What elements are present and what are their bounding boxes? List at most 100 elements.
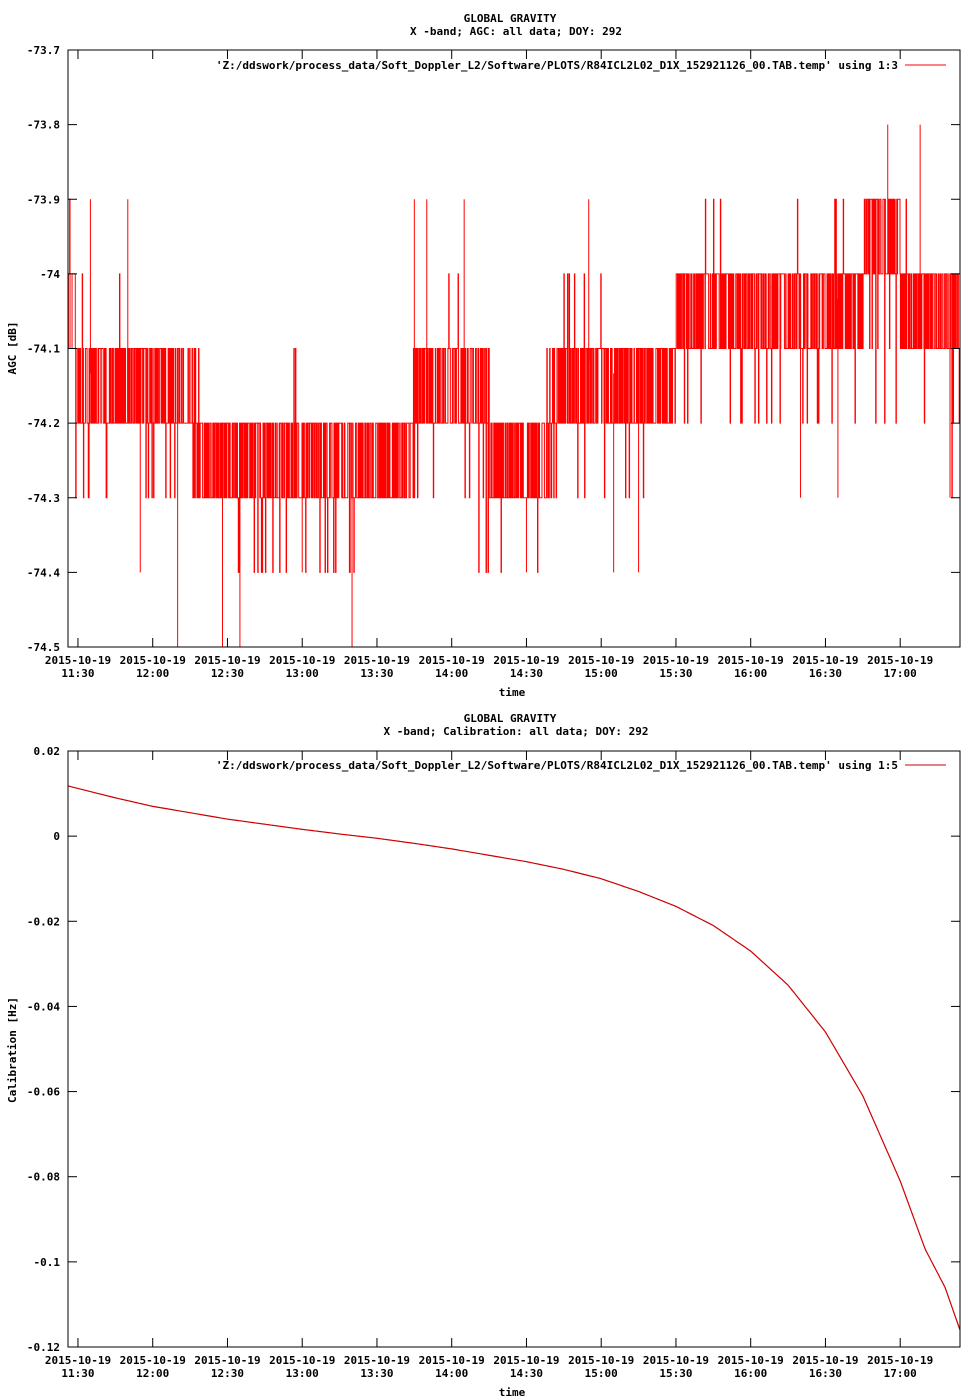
agc-x-tick-time: 14:30 — [510, 667, 543, 680]
agc-x-tick-date: 2015-10-19 — [568, 654, 634, 667]
agc-y-tick: -73.8 — [27, 119, 960, 132]
agc-x-tick-time: 14:00 — [435, 667, 468, 680]
agc-y-tick-label: -74 — [40, 268, 60, 281]
calibration-x-tick-time: 14:30 — [510, 1367, 543, 1380]
agc-y-tick-label: -74.3 — [27, 492, 60, 505]
agc-y-tick: -73.9 — [27, 193, 960, 206]
agc-x-tick-date: 2015-10-19 — [45, 654, 111, 667]
agc-x-axis-label: time — [499, 686, 526, 699]
agc-x-tick-date: 2015-10-19 — [718, 654, 784, 667]
agc-plot-area — [67, 124, 961, 647]
agc-y-tick: -74.3 — [27, 492, 960, 505]
agc-x-tick-time: 13:30 — [360, 667, 393, 680]
calibration-x-tick-date: 2015-10-19 — [269, 1354, 335, 1367]
calibration-y-tick: 0.02 — [34, 745, 960, 758]
calibration-x-tick-time: 15:30 — [659, 1367, 692, 1380]
agc-x-tick-time: 15:00 — [585, 667, 618, 680]
calibration-x-tick-date: 2015-10-19 — [867, 1354, 933, 1367]
calibration-x-tick-time: 11:30 — [61, 1367, 94, 1380]
calibration-y-tick: -0.06 — [27, 1086, 960, 1099]
agc-x-tick-date: 2015-10-19 — [344, 654, 410, 667]
agc-y-tick-label: -74.1 — [27, 343, 60, 356]
calibration-x-tick-date: 2015-10-19 — [344, 1354, 410, 1367]
calibration-x-tick-time: 13:30 — [360, 1367, 393, 1380]
agc-x-tick-time: 13:00 — [286, 667, 319, 680]
agc-x-tick-date: 2015-10-19 — [419, 654, 485, 667]
calibration-x-tick-date: 2015-10-19 — [120, 1354, 186, 1367]
agc-y-tick-label: -74.2 — [27, 417, 60, 430]
calibration-x-tick-time: 17:00 — [884, 1367, 917, 1380]
calibration-y-tick: -0.1 — [34, 1256, 960, 1269]
calibration-y-tick-label: -0.04 — [27, 1000, 60, 1013]
agc-legend-label: 'Z:/ddswork/process_data/Soft_Doppler_L2… — [216, 59, 898, 72]
calibration-x-axis-label: time — [499, 1386, 526, 1399]
calibration-y-tick: -0.08 — [27, 1171, 960, 1184]
agc-x-tick-time: 12:30 — [211, 667, 244, 680]
calibration-x-tick-date: 2015-10-19 — [493, 1354, 559, 1367]
calibration-legend-label: 'Z:/ddswork/process_data/Soft_Doppler_L2… — [216, 759, 898, 772]
agc-x-tick-date: 2015-10-19 — [867, 654, 933, 667]
calibration-y-tick: 0 — [53, 830, 960, 843]
calibration-y-axis-label: Calibration [Hz] — [6, 997, 19, 1103]
calibration-x-tick-date: 2015-10-19 — [568, 1354, 634, 1367]
agc-x-tick-date: 2015-10-19 — [643, 654, 709, 667]
calibration-y-tick-label: -0.12 — [27, 1341, 60, 1354]
agc-y-tick: -74.5 — [27, 641, 960, 654]
calibration-chart-subtitle: X -band; Calibration: all data; DOY: 292 — [384, 725, 649, 738]
calibration-y-tick: -0.02 — [27, 915, 960, 928]
calibration-plot-frame — [67, 750, 961, 1348]
agc-x-tick-time: 12:00 — [136, 667, 169, 680]
calibration-series-line — [67, 785, 961, 1331]
calibration-x-tick-date: 2015-10-19 — [643, 1354, 709, 1367]
agc-y-tick-label: -73.9 — [27, 193, 60, 206]
agc-y-tick: -73.7 — [27, 44, 960, 57]
calibration-y-tick-label: -0.02 — [27, 915, 60, 928]
calibration-x-tick-date: 2015-10-19 — [45, 1354, 111, 1367]
calibration-x-tick-time: 16:00 — [734, 1367, 767, 1380]
calibration-x-tick-date: 2015-10-19 — [718, 1354, 784, 1367]
calibration-y-tick-label: -0.06 — [27, 1086, 60, 1099]
calibration-y-axis: 0.02 0 -0.02 -0.04 -0.06 -0.08 -0.1 -0.12 — [27, 745, 960, 1354]
calibration-y-tick: -0.04 — [27, 1000, 960, 1013]
calibration-y-tick-label: -0.1 — [34, 1256, 61, 1269]
agc-x-tick-time: 11:30 — [61, 667, 94, 680]
agc-y-tick: -74.4 — [27, 566, 960, 579]
agc-x-tick-date: 2015-10-19 — [120, 654, 186, 667]
calibration-x-tick-date: 2015-10-19 — [419, 1354, 485, 1367]
agc-x-tick-date: 2015-10-19 — [792, 654, 858, 667]
agc-y-axis-label: AGC [dB] — [6, 322, 19, 375]
agc-x-tick-date: 2015-10-19 — [194, 654, 260, 667]
agc-x-tick-time: 15:30 — [659, 667, 692, 680]
agc-y-tick-label: -73.7 — [27, 44, 60, 57]
calibration-x-tick-time: 13:00 — [286, 1367, 319, 1380]
agc-chart-title: GLOBAL GRAVITY — [464, 12, 557, 25]
agc-x-axis: 2015-10-1911:302015-10-1912:002015-10-19… — [45, 50, 933, 680]
agc-y-tick-label: -73.8 — [27, 119, 60, 132]
agc-chart: GLOBAL GRAVITY X -band; AGC: all data; D… — [6, 12, 961, 699]
agc-x-tick-date: 2015-10-19 — [269, 654, 335, 667]
calibration-x-tick-time: 15:00 — [585, 1367, 618, 1380]
calibration-chart: GLOBAL GRAVITY X -band; Calibration: all… — [6, 712, 961, 1399]
agc-y-tick-label: -74.5 — [27, 641, 60, 654]
agc-x-tick-time: 16:00 — [734, 667, 767, 680]
calibration-x-tick-time: 12:30 — [211, 1367, 244, 1380]
agc-x-tick-time: 17:00 — [884, 667, 917, 680]
agc-y-tick: -74.1 — [27, 343, 960, 356]
